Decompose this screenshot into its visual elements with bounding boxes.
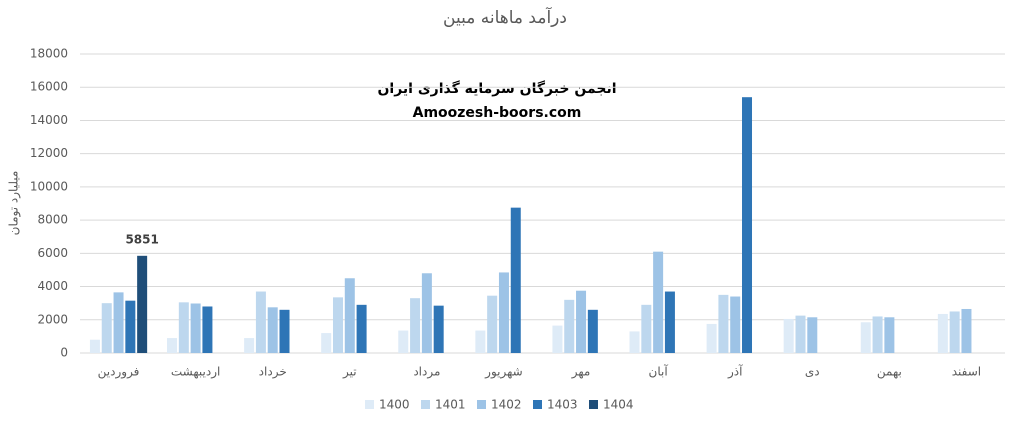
- x-tick-label: فروردین: [98, 365, 140, 380]
- x-tick-label: آذر: [727, 364, 743, 380]
- bar: [421, 273, 432, 353]
- x-tick-label: آبان: [649, 364, 669, 379]
- bar: [949, 311, 960, 353]
- bar: [332, 297, 343, 353]
- legend-swatch: [533, 400, 542, 409]
- bar: [279, 309, 290, 353]
- bar: [167, 338, 178, 353]
- bar: [433, 305, 444, 353]
- x-tick-label: مهر: [571, 365, 591, 380]
- bar: [730, 296, 741, 353]
- bar: [718, 294, 729, 353]
- annotation: انجمن خبرگان سرمایه گذاری ایران: [377, 80, 616, 97]
- bar: [706, 323, 717, 353]
- bar: [178, 302, 189, 353]
- y-tick-label: 0: [60, 346, 68, 360]
- y-tick-label: 6000: [37, 246, 68, 260]
- bar: [807, 317, 818, 353]
- x-tick-label: دی: [805, 365, 820, 379]
- bar: [356, 304, 367, 353]
- y-tick-label: 12000: [30, 146, 68, 160]
- x-tick-label: اسفند: [952, 365, 981, 379]
- data-label: 5851: [125, 232, 158, 246]
- bar: [860, 322, 871, 353]
- bar: [244, 338, 255, 353]
- bar: [267, 307, 278, 353]
- annotation: Amoozesh-boors.com: [413, 105, 582, 121]
- bar: [113, 292, 124, 353]
- bar: [961, 308, 972, 353]
- bar: [510, 207, 521, 353]
- y-tick-label: 10000: [30, 179, 68, 193]
- chart-title: درآمد ماهانه مبین: [443, 6, 567, 28]
- bar: [344, 278, 355, 353]
- legend-label: 1402: [491, 398, 522, 412]
- bar: [629, 331, 640, 353]
- bar: [664, 291, 675, 353]
- legend-swatch: [365, 400, 374, 409]
- x-tick-label: شهریور: [484, 365, 523, 380]
- bar: [564, 299, 575, 353]
- bar: [101, 303, 112, 353]
- x-tick-label: مرداد: [413, 365, 440, 380]
- bar: [576, 290, 587, 353]
- bar: [125, 300, 136, 353]
- bar: [937, 313, 948, 353]
- bar: [190, 303, 201, 353]
- bar: [321, 333, 332, 353]
- bar: [89, 339, 100, 353]
- bar: [410, 298, 421, 353]
- y-tick-label: 18000: [30, 47, 68, 61]
- bar: [498, 272, 509, 353]
- legend-label: 1404: [603, 398, 634, 412]
- bar: [795, 315, 806, 353]
- legend-label: 1401: [435, 398, 466, 412]
- x-tick-label: بهمن: [877, 365, 902, 380]
- bar: [487, 295, 498, 353]
- legend-swatch: [421, 400, 430, 409]
- bar: [587, 309, 598, 353]
- bar: [872, 316, 883, 353]
- bar: [742, 97, 753, 353]
- y-axis-label: میلیارد تومان: [7, 171, 22, 236]
- bar: [783, 318, 794, 353]
- bar: [255, 291, 266, 353]
- x-tick-label: خرداد: [259, 365, 287, 380]
- bar: [475, 330, 486, 353]
- y-tick-label: 4000: [37, 279, 68, 293]
- y-tick-label: 14000: [30, 113, 68, 127]
- legend-label: 1403: [547, 398, 578, 412]
- y-tick-label: 2000: [37, 312, 68, 326]
- x-tick-label: تیر: [342, 365, 357, 380]
- legend-swatch: [477, 400, 486, 409]
- bar: [398, 330, 409, 353]
- bar: [137, 255, 148, 353]
- bar: [202, 306, 213, 353]
- legend-swatch: [589, 400, 598, 409]
- bar: [641, 304, 652, 353]
- bar: [653, 251, 664, 353]
- x-tick-label: اردیبهشت: [171, 365, 220, 380]
- bar: [552, 325, 563, 353]
- bar: [884, 317, 895, 353]
- legend-label: 1400: [379, 398, 410, 412]
- y-tick-label: 8000: [37, 213, 68, 227]
- y-tick-label: 16000: [30, 80, 68, 94]
